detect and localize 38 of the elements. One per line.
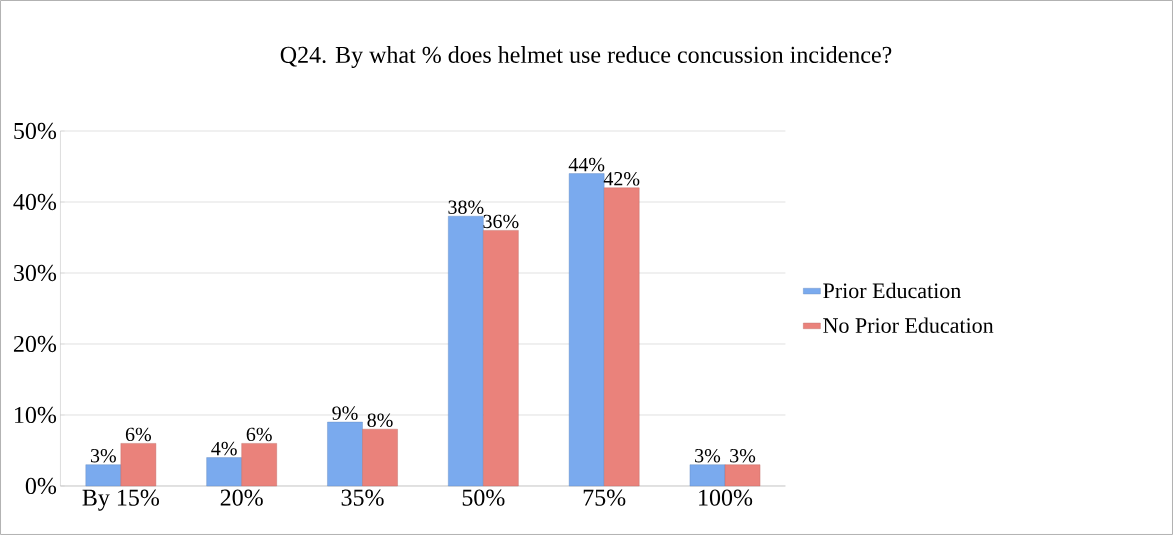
data-label: 42% (603, 172, 640, 186)
data-label: 3% (730, 448, 756, 463)
legend-label: No Prior Education (823, 317, 994, 333)
bar (483, 230, 519, 487)
bar (241, 443, 277, 487)
data-label: 6% (125, 427, 152, 442)
data-label: 38% (448, 200, 484, 215)
y-tick-label: 10% (15, 406, 57, 424)
x-tick-label: 75% (583, 489, 626, 506)
chart-title: Q24. By what % does helmet use reduce concussion incidence? (280, 46, 892, 68)
data-label: 9% (332, 406, 358, 420)
data-label: 3% (90, 448, 116, 463)
x-tick-label: By 15% (82, 489, 160, 511)
data-label: 6% (246, 427, 272, 442)
legend-label: Prior Education (823, 282, 961, 299)
x-tick-label: 100% (699, 489, 753, 506)
y-tick-label: 20% (13, 335, 57, 353)
data-label: 36% (483, 214, 519, 229)
y-tick-label: 40% (13, 193, 57, 211)
data-label: 44% (568, 157, 605, 172)
x-tick-label: 35% (341, 489, 384, 506)
data-label: 3% (695, 448, 721, 463)
bar (206, 457, 242, 487)
bar (362, 429, 398, 487)
data-label: 4% (211, 441, 237, 456)
bar (327, 421, 363, 487)
bar (85, 464, 122, 487)
y-tick-label: 30% (14, 264, 57, 282)
data-label: 8% (367, 413, 393, 427)
bar (448, 216, 484, 487)
bar (603, 187, 640, 487)
x-tick-label: 20% (220, 489, 263, 506)
bar (120, 443, 157, 487)
bar (689, 464, 726, 487)
bar (724, 464, 761, 487)
y-tick-label: 0% (25, 477, 57, 495)
x-tick-label: 50% (462, 489, 505, 506)
y-tick-label: 50% (14, 122, 57, 140)
